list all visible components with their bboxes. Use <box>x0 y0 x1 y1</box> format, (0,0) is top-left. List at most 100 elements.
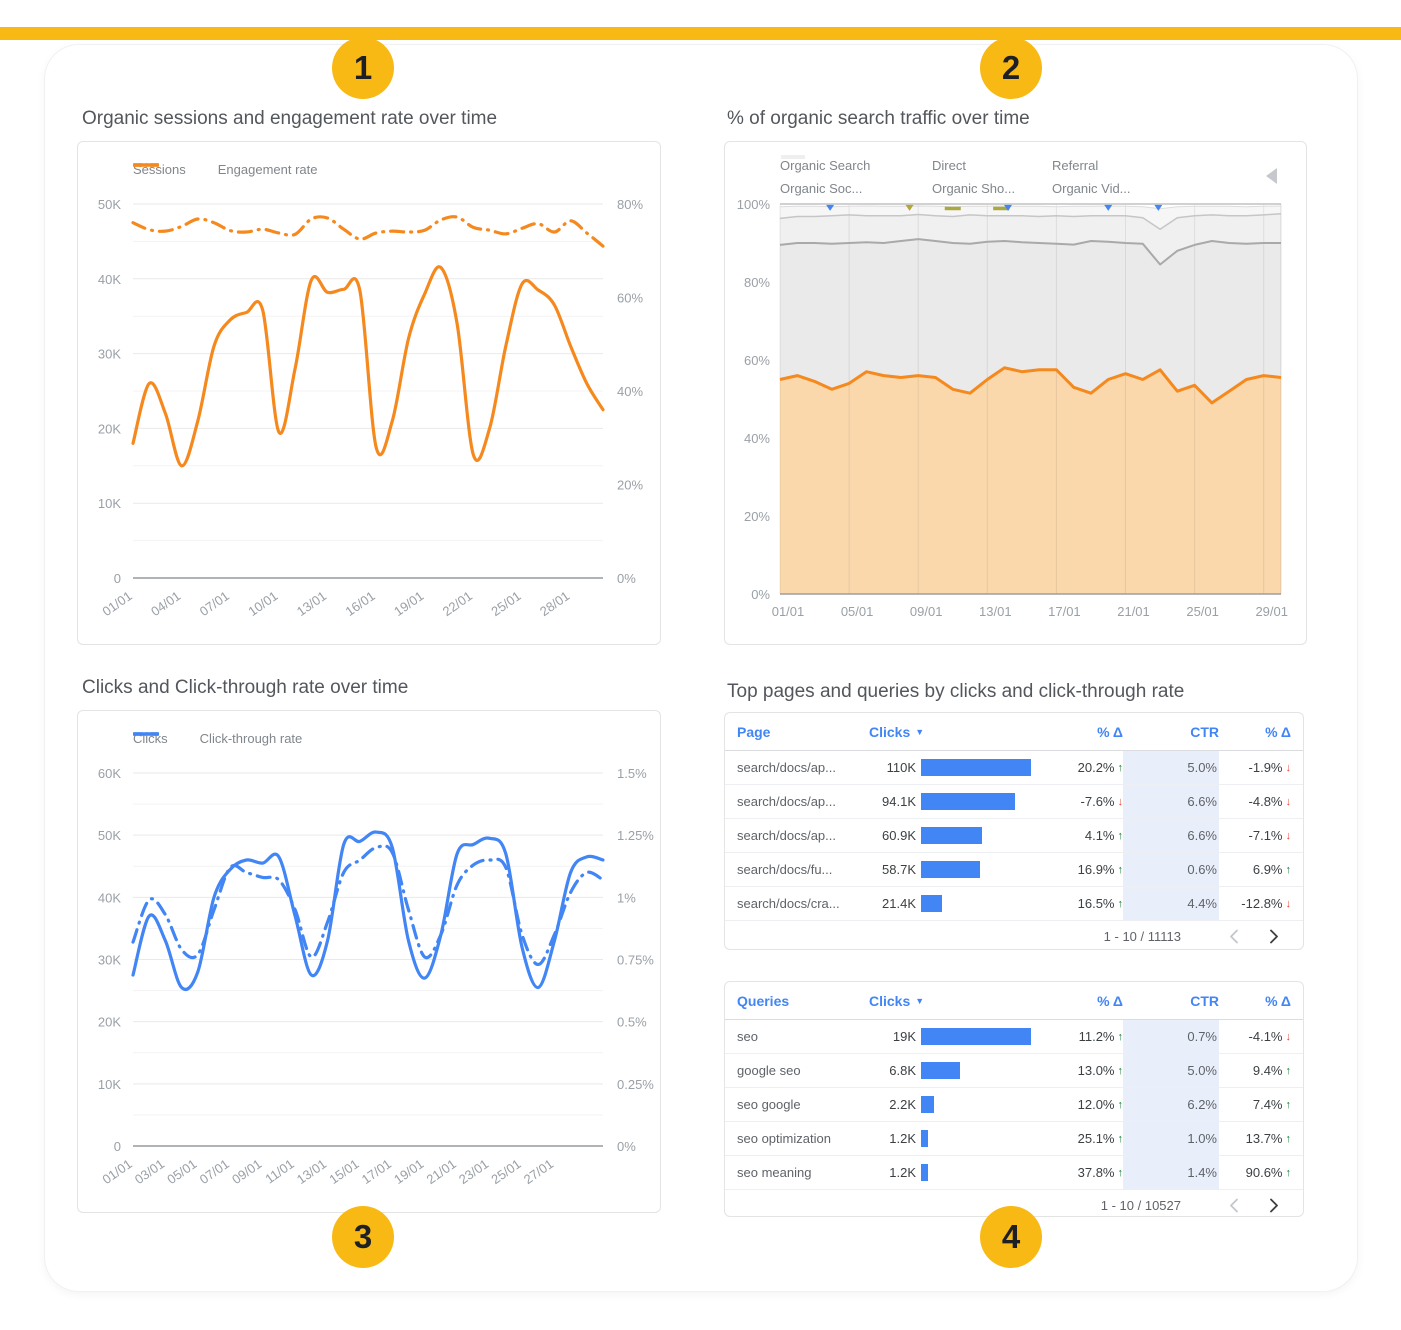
clicks-value: 94.1K <box>882 794 916 809</box>
chart-title-sessions: Organic sessions and engagement rate ove… <box>82 108 498 129</box>
svg-text:25/01: 25/01 <box>488 1156 523 1187</box>
ctr-delta-cell: 9.4% ↑ <box>1219 1054 1291 1087</box>
svg-text:07/01: 07/01 <box>197 1156 232 1187</box>
delta-value: -1.9% <box>1248 760 1283 775</box>
clicks-delta-cell: 4.1% ↑ <box>1035 819 1123 852</box>
clicks-bar-cell <box>921 1156 1035 1189</box>
svg-text:0%: 0% <box>617 571 636 586</box>
prev-page-icon[interactable] <box>1221 924 1247 950</box>
dashboard-card: Organic sessions and engagement rate ove… <box>45 45 1357 1291</box>
clicks-bar-cell <box>921 887 1035 920</box>
ctr-value: 1.0% <box>1123 1122 1219 1155</box>
svg-text:15/01: 15/01 <box>326 1156 361 1187</box>
legend-item-direct[interactable]: Direct <box>781 155 1052 173</box>
table-row[interactable]: search/docs/ap... 60.9K 4.1% ↑ 6.6% -7.1% ↓ <box>725 819 1303 853</box>
column-header-delta-ctr[interactable]: % Δ <box>1265 723 1291 740</box>
svg-text:20K: 20K <box>98 1015 121 1030</box>
clicks-delta-cell: 13.0% ↑ <box>1035 1054 1123 1087</box>
table-row[interactable]: seo google 2.2K 12.0% ↑ 6.2% 7.4% ↑ <box>725 1088 1303 1122</box>
column-header-delta-clicks[interactable]: % Δ <box>1097 992 1123 1009</box>
table-pagination: 1 - 10 / 10527 <box>725 1190 1303 1217</box>
clicks-bar-cell <box>921 819 1035 852</box>
svg-text:40%: 40% <box>744 431 770 446</box>
delta-value: 90.6% <box>1245 1165 1283 1180</box>
delta-value: 13.0% <box>1077 1063 1115 1078</box>
legend-item-organic-search[interactable]: Organic Search <box>780 155 932 173</box>
trend-up-icon: ↑ <box>1117 897 1124 910</box>
svg-text:01/01: 01/01 <box>99 1156 134 1187</box>
legend-item-organic-vid-[interactable]: Organic Vid... <box>781 155 1182 196</box>
legend-item-engagement-rate[interactable]: Engagement rate <box>133 162 317 177</box>
prev-page-icon[interactable] <box>1221 1193 1247 1217</box>
legend-label: Organic Vid... <box>1052 181 1131 196</box>
table-row[interactable]: seo optimization 1.2K 25.1% ↑ 1.0% 13.7% ↑ <box>725 1122 1303 1156</box>
ctr-value: 4.4% <box>1123 887 1219 920</box>
legend-pager <box>1266 168 1280 184</box>
clicks-bar <box>921 827 982 844</box>
clicks-value: 58.7K <box>882 862 916 877</box>
trend-down-icon: ↓ <box>1285 897 1292 910</box>
clicks-bar-cell <box>921 751 1035 784</box>
clicks-bar-cell <box>921 1054 1035 1087</box>
clicks-bar <box>921 1164 928 1181</box>
clicks-delta-cell: 16.5% ↑ <box>1035 887 1123 920</box>
trend-up-icon: ↑ <box>1117 863 1124 876</box>
table-row[interactable]: search/docs/cra... 21.4K 16.5% ↑ 4.4% -12.8% ↓ <box>725 887 1303 921</box>
legend-label: Referral <box>1052 158 1099 173</box>
legend-label: Direct <box>932 158 966 173</box>
table-row[interactable]: search/docs/fu... 58.7K 16.9% ↑ 0.6% 6.9% ↑ <box>725 853 1303 887</box>
svg-text:27/01: 27/01 <box>521 1156 556 1187</box>
ctr-value: 6.6% <box>1123 785 1219 818</box>
ctr-delta-cell: -12.8% ↓ <box>1219 887 1291 920</box>
svg-text:09/01: 09/01 <box>229 1156 264 1187</box>
legend-item-organic-soc-[interactable]: Organic Soc... <box>780 155 932 196</box>
sort-desc-icon: ▼ <box>915 726 925 737</box>
svg-text:17/01: 17/01 <box>359 1156 394 1187</box>
column-header-clicks-sorted[interactable]: Clicks ▼ <box>869 724 1035 740</box>
table-row[interactable]: google seo 6.8K 13.0% ↑ 5.0% 9.4% ↑ <box>725 1054 1303 1088</box>
table-row[interactable]: seo meaning 1.2K 37.8% ↑ 1.4% 90.6% ↑ <box>725 1156 1303 1190</box>
chart-legend: Sessions Engagement rate <box>133 162 317 177</box>
svg-text:60K: 60K <box>98 766 121 781</box>
row-name: search/docs/cra... <box>737 896 840 911</box>
trend-up-icon: ↑ <box>1117 761 1124 774</box>
legend-item-organic-sho-[interactable]: Organic Sho... <box>781 155 1052 196</box>
trend-up-icon: ↑ <box>1285 863 1292 876</box>
sort-desc-icon: ▼ <box>915 995 925 1006</box>
clicks-bar <box>921 1062 960 1079</box>
column-header-page[interactable]: Page <box>737 723 771 740</box>
trend-down-icon: ↓ <box>1285 761 1292 774</box>
clicks-value: 2.2K <box>889 1097 916 1112</box>
column-header-clicks-sorted[interactable]: Clicks ▼ <box>869 993 1035 1009</box>
svg-text:19/01: 19/01 <box>391 588 426 619</box>
svg-text:60%: 60% <box>617 291 643 306</box>
legend-item-click-through-rate[interactable]: Click-through rate <box>133 731 302 746</box>
svg-text:0.25%: 0.25% <box>617 1077 654 1092</box>
trend-up-icon: ↑ <box>1285 1166 1292 1179</box>
top-pages-table: Page Clicks ▼ % Δ CTR % Δ search/docs/ap... 110… <box>724 712 1304 950</box>
sessions-engagement-chart: 50K 40K 30K 20K 10K 0 80% 60% 40% 20% 0% 01/01 04/01… <box>77 141 661 645</box>
next-page-icon[interactable] <box>1261 924 1287 950</box>
svg-text:29/01: 29/01 <box>1255 604 1288 619</box>
legend-prev-icon[interactable] <box>1266 168 1277 184</box>
column-header-delta-clicks[interactable]: % Δ <box>1097 723 1123 740</box>
svg-text:10K: 10K <box>98 1077 121 1092</box>
svg-text:1%: 1% <box>617 890 636 905</box>
legend-item-referral[interactable]: Referral <box>781 155 1182 173</box>
column-header-ctr[interactable]: CTR <box>1190 992 1219 1009</box>
column-header-ctr[interactable]: CTR <box>1190 723 1219 740</box>
clicks-bar <box>921 1096 934 1113</box>
svg-text:100%: 100% <box>737 197 771 212</box>
table-row[interactable]: search/docs/ap... 94.1K -7.6% ↓ 6.6% -4.8% ↓ <box>725 785 1303 819</box>
svg-text:80%: 80% <box>744 275 770 290</box>
column-header-delta-ctr[interactable]: % Δ <box>1265 992 1291 1009</box>
table-row[interactable]: seo 19K 11.2% ↑ 0.7% -4.1% ↓ <box>725 1020 1303 1054</box>
ctr-delta-cell: 90.6% ↑ <box>1219 1156 1291 1189</box>
next-page-icon[interactable] <box>1261 1193 1287 1217</box>
svg-text:13/01: 13/01 <box>979 604 1012 619</box>
clicks-bar-cell <box>921 1020 1035 1053</box>
ctr-value: 0.7% <box>1123 1020 1219 1053</box>
step-badge-1: 1 <box>332 37 394 99</box>
table-row[interactable]: search/docs/ap... 110K 20.2% ↑ 5.0% -1.9% ↓ <box>725 751 1303 785</box>
column-header-queries[interactable]: Queries <box>737 992 790 1009</box>
